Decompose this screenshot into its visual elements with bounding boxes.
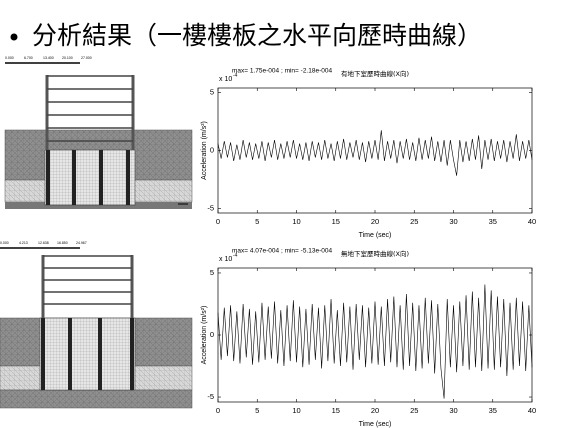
- x-tick-label: 5: [255, 406, 259, 415]
- x-tick-label: 10: [292, 406, 300, 415]
- signal-line: [217, 130, 533, 176]
- scale-label: 27.000: [81, 56, 92, 60]
- x-axis-label: Time (sec): [359, 421, 392, 428]
- y-tick-label: 0: [210, 330, 214, 339]
- x-tick-label: 40: [528, 406, 536, 415]
- x-tick-label: 20: [371, 406, 379, 415]
- scale-label: 16.850: [57, 241, 68, 245]
- chart-title: 無地下室歷時曲線(X向): [341, 249, 409, 258]
- scale-label: 12.638: [38, 241, 49, 245]
- scale-label: 0.000: [0, 241, 9, 245]
- x-tick-label: 30: [449, 217, 457, 226]
- signal-line: [217, 284, 533, 399]
- scale-label: 13.400: [43, 56, 54, 60]
- bullet: [10, 33, 18, 41]
- scale-label: 24.967: [76, 241, 87, 245]
- y-tick-label: -5: [207, 392, 214, 401]
- x-tick-label: 15: [332, 217, 340, 226]
- model-without-basement: [0, 247, 193, 409]
- scale-label: 20.100: [62, 56, 73, 60]
- scale-label: 6.700: [24, 56, 33, 60]
- x-tick-label: 35: [489, 406, 497, 415]
- max-min-annotation: max= 4.07e-004 ; min= -5.13e-004: [232, 248, 332, 255]
- x-tick-label: 40: [528, 217, 536, 226]
- y-tick-label: 0: [210, 145, 214, 154]
- x-tick-label: 25: [410, 406, 418, 415]
- x-tick-label: 25: [410, 217, 418, 226]
- scale-label: 4.213: [19, 241, 28, 245]
- y-axis-label: Acceleration (m/s²): [201, 121, 208, 180]
- y-tick-label: 5: [210, 88, 214, 97]
- model-with-basement: [4, 62, 193, 209]
- x-axis-label: Time (sec): [359, 232, 392, 239]
- x-tick-label: 20: [371, 217, 379, 226]
- plot-area: [217, 267, 533, 403]
- x-tick-label: 15: [332, 406, 340, 415]
- x-tick-label: 35: [489, 217, 497, 226]
- x-tick-label: 10: [292, 217, 300, 226]
- y-multiplier: x 10: [219, 76, 232, 83]
- plot-area: [217, 87, 533, 214]
- y-tick-label: -5: [207, 203, 214, 212]
- x-tick-label: 5: [255, 217, 259, 226]
- x-tick-label: 0: [216, 406, 220, 415]
- x-tick-label: 0: [216, 217, 220, 226]
- y-multiplier-exp: -4: [233, 252, 238, 258]
- y-multiplier-exp: -4: [233, 72, 238, 78]
- max-min-annotation: max= 1.75e-004 ; min= -2.18e-004: [232, 68, 332, 75]
- y-tick-label: 5: [210, 268, 214, 277]
- y-axis-label: Acceleration (m/s²): [201, 306, 208, 365]
- scale-label: 0.000: [5, 56, 14, 60]
- x-tick-label: 30: [449, 406, 457, 415]
- slide-title: 分析結果（一樓樓板之水平向歷時曲線）: [32, 21, 482, 50]
- chart-title: 有地下室歷時曲線(X向): [341, 69, 409, 78]
- y-multiplier: x 10: [219, 256, 232, 263]
